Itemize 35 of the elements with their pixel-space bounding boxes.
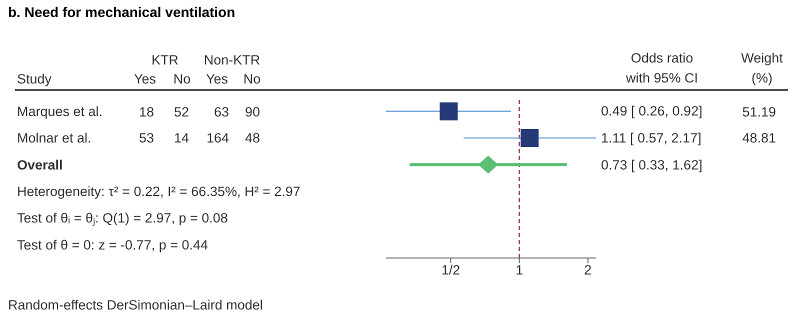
x-tick-label: 1 [516, 262, 524, 278]
y-tick-label: Heterogeneity: τ² = 0.22, I² = 66.35%, H² = 2.97 [17, 184, 300, 200]
text: b. Need for mechanical ventilation [8, 4, 236, 20]
y-tick-label: Test of θ = 0: z = -0.77, p = 0.44 [17, 237, 208, 252]
text: Yes [206, 72, 228, 86]
text: Yes [134, 72, 156, 86]
text: 14 [174, 130, 189, 146]
text: 90 [244, 104, 260, 120]
y-tick-label: Overall [17, 157, 63, 172]
text: 48 [244, 130, 260, 146]
text: 0.49 [ 0.26, 0.92] [601, 104, 702, 119]
text: 63 [214, 104, 229, 120]
text: Random-effects DerSimonian–Laird model [8, 298, 263, 312]
text: 51.19 [742, 104, 776, 120]
text: 53 [138, 130, 154, 146]
text: 18 [138, 104, 154, 120]
text: 48.81 [742, 130, 776, 146]
text: 0.73 [ 0.33, 1.62] [601, 157, 702, 172]
text: Odds ratio [630, 50, 694, 66]
text: (%) [752, 70, 772, 86]
text: No [173, 72, 191, 86]
text: Study [17, 72, 52, 86]
x-tick-label: 1/2 [441, 262, 460, 278]
text: Weight [741, 50, 783, 66]
y-tick-label: Test of θᵢ = θⱼ: Q(1) = 2.97, p = 0.08 [17, 210, 228, 227]
text: Non-KTR [204, 52, 260, 68]
text: KTR [152, 52, 178, 68]
text: 1.11 [ 0.57, 2.17] [601, 130, 702, 146]
text: with 95% CI [626, 70, 698, 86]
x-tick-label: 2 [584, 262, 592, 278]
text: 52 [174, 104, 189, 120]
y-tick-label: Molnar et al. [17, 130, 92, 146]
y-tick-label: Marques et al. [17, 104, 103, 120]
text: 164 [206, 130, 229, 146]
text: No [243, 72, 261, 86]
